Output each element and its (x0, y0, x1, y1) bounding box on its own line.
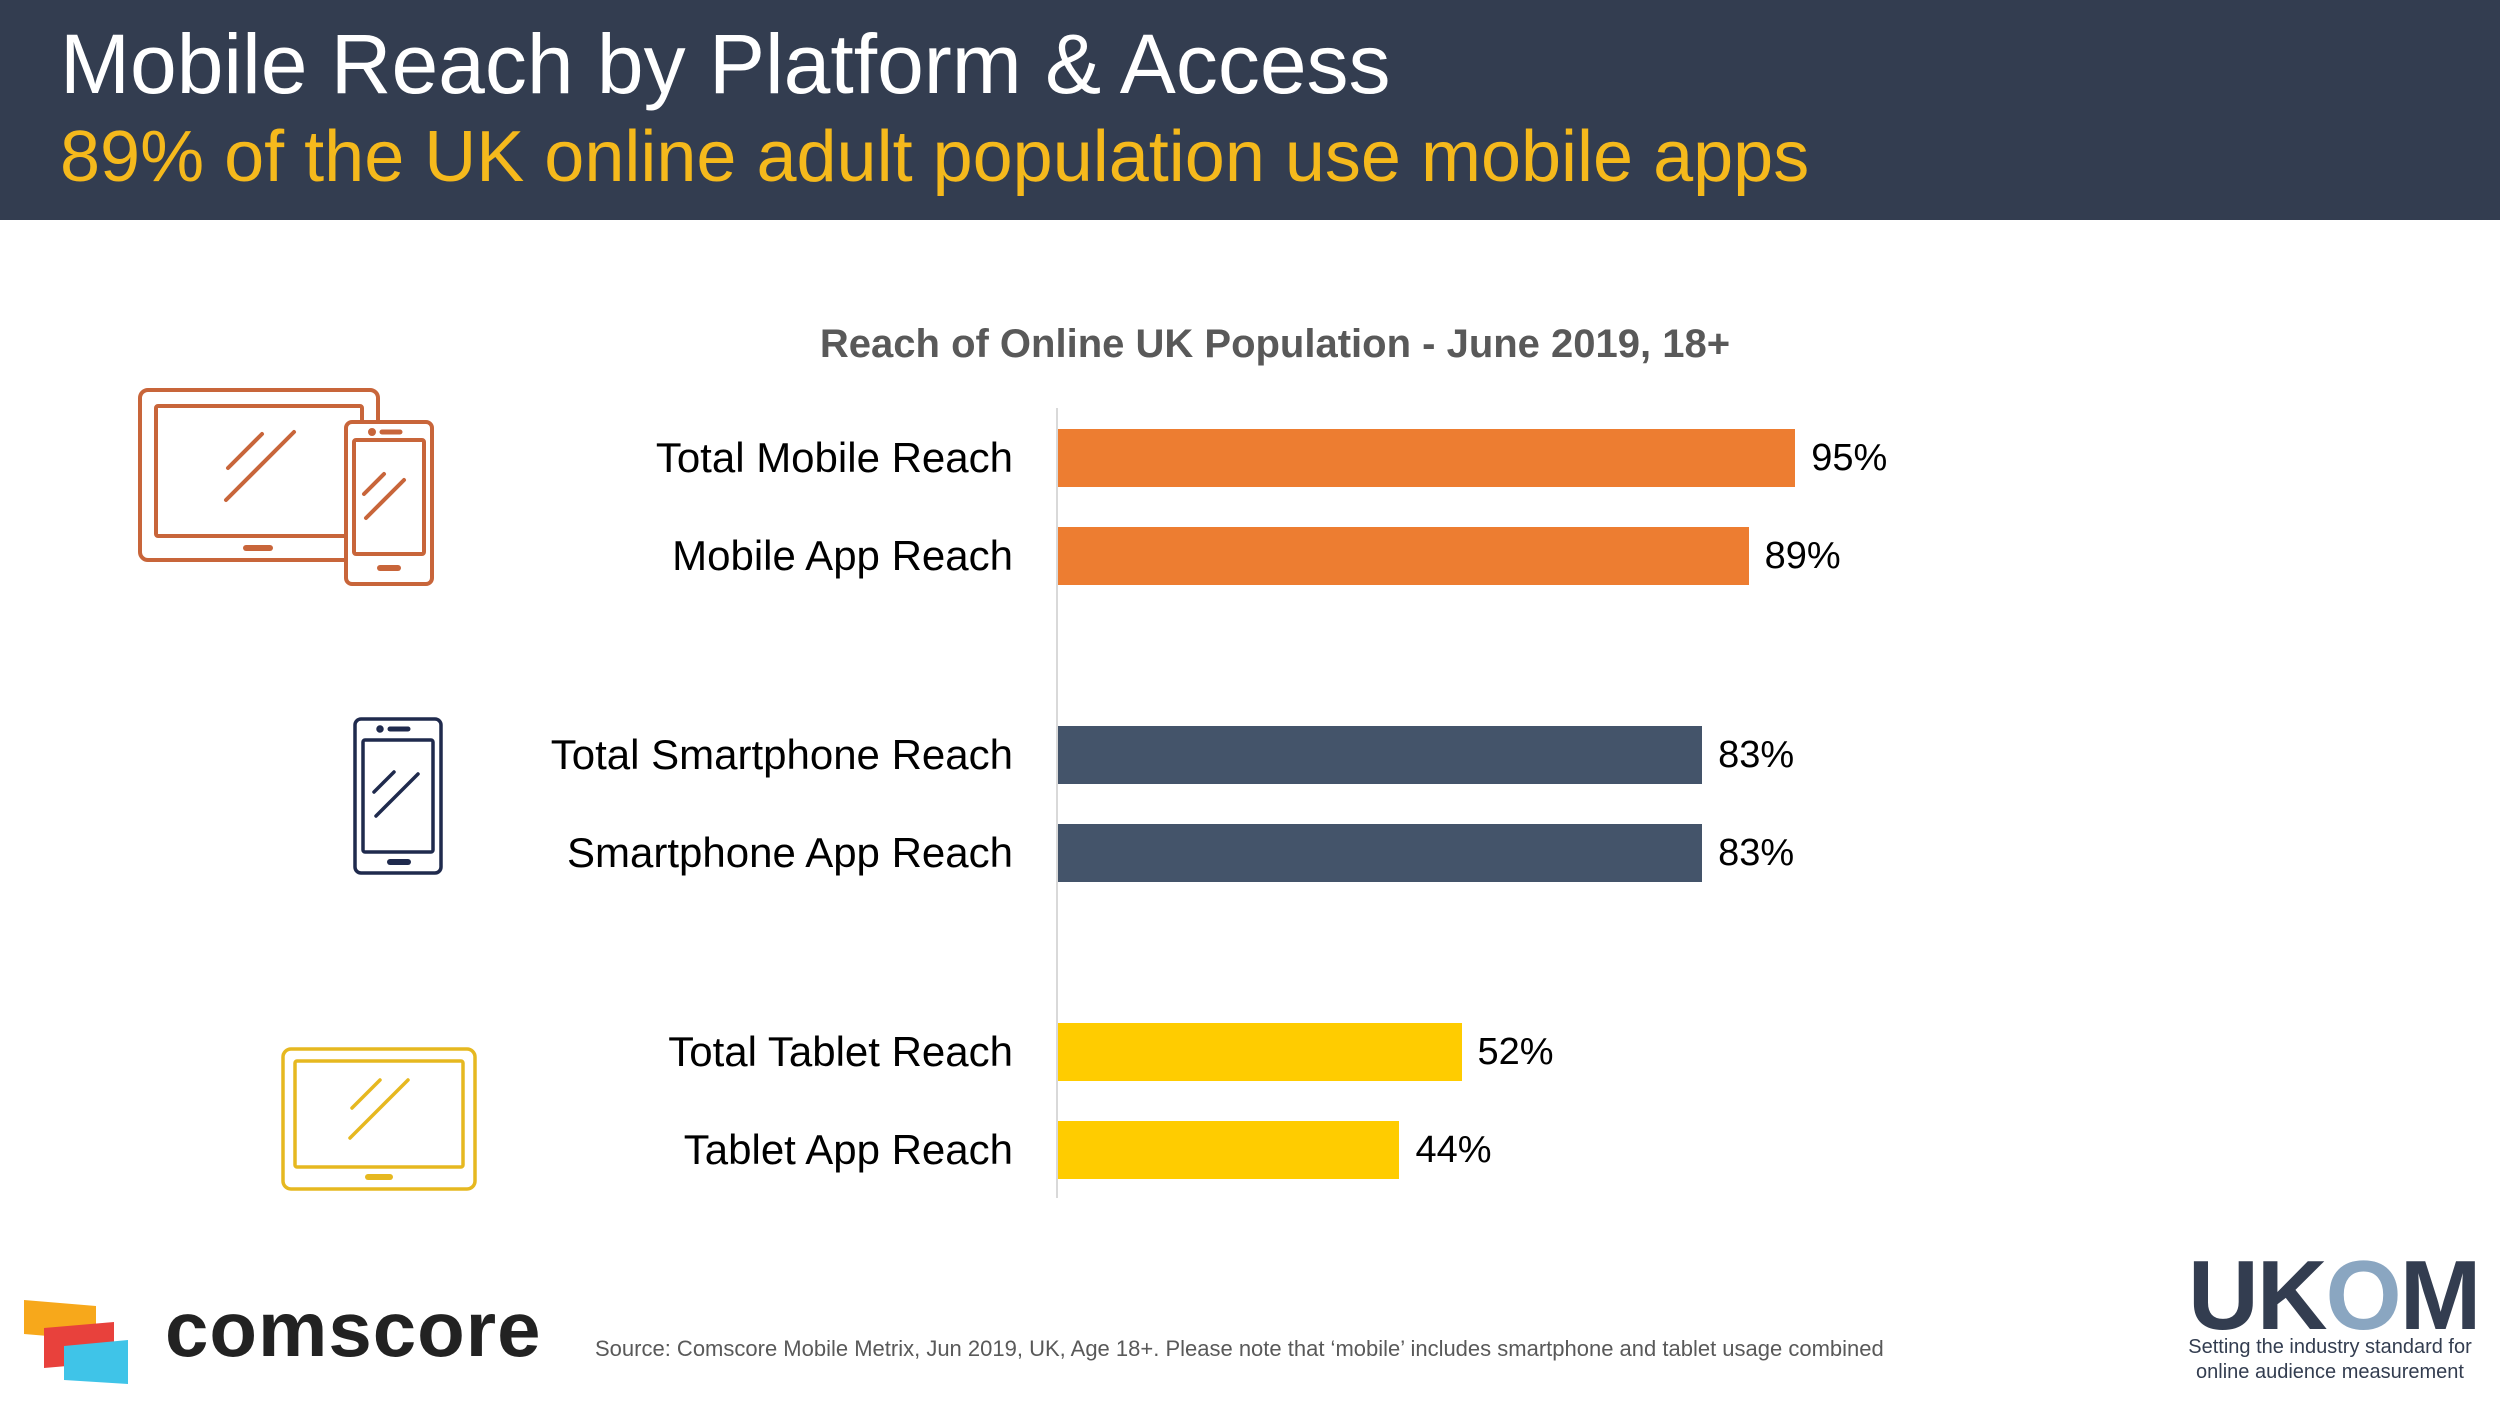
value-label: 44% (1415, 1129, 1492, 1171)
bar (1058, 1121, 1400, 1179)
comscore-logo-text: comscore (165, 1285, 542, 1373)
category-label: Total Mobile Reach (655, 434, 1013, 481)
category-label: Smartphone App Reach (567, 829, 1013, 876)
tablet-icon (281, 1047, 477, 1191)
chart-axis-line (1056, 408, 1058, 1198)
value-label: 83% (1718, 832, 1795, 874)
bar (1058, 1023, 1462, 1081)
page-subtitle: 89% of the UK online adult population us… (60, 117, 1810, 197)
ukom-tagline-line1: Setting the industry standard for (2188, 1336, 2472, 1358)
chart-title: Reach of Online UK Population - June 201… (819, 322, 1731, 366)
bar (1058, 726, 1703, 784)
source-note: Source: Comscore Mobile Metrix, Jun 2019… (595, 1336, 1884, 1361)
page-title: Mobile Reach by Platform & Access (60, 17, 1391, 111)
value-label: 89% (1764, 535, 1841, 577)
ukom-logo-text: UKOM (2188, 1240, 2481, 1350)
category-label: Mobile App Reach (672, 532, 1013, 579)
smartphone-icon (353, 717, 443, 875)
ukom-tagline: Setting the industry standard for online… (2180, 1335, 2480, 1385)
value-label: 83% (1718, 734, 1795, 776)
ukom-tagline-line2: online audience measurement (2196, 1361, 2464, 1383)
category-label: Total Tablet Reach (668, 1028, 1013, 1075)
bar (1058, 429, 1796, 487)
bar (1058, 527, 1749, 585)
value-label: 52% (1477, 1031, 1554, 1073)
bar (1058, 824, 1703, 882)
category-label: Tablet App Reach (683, 1126, 1013, 1173)
comscore-logo-icon (24, 1300, 128, 1384)
value-label: 95% (1811, 437, 1888, 479)
tablet-and-phone-icon (138, 388, 434, 586)
category-label: Total Smartphone Reach (550, 731, 1013, 778)
header-banner: Mobile Reach by Platform & Access 89% of… (0, 0, 2500, 220)
